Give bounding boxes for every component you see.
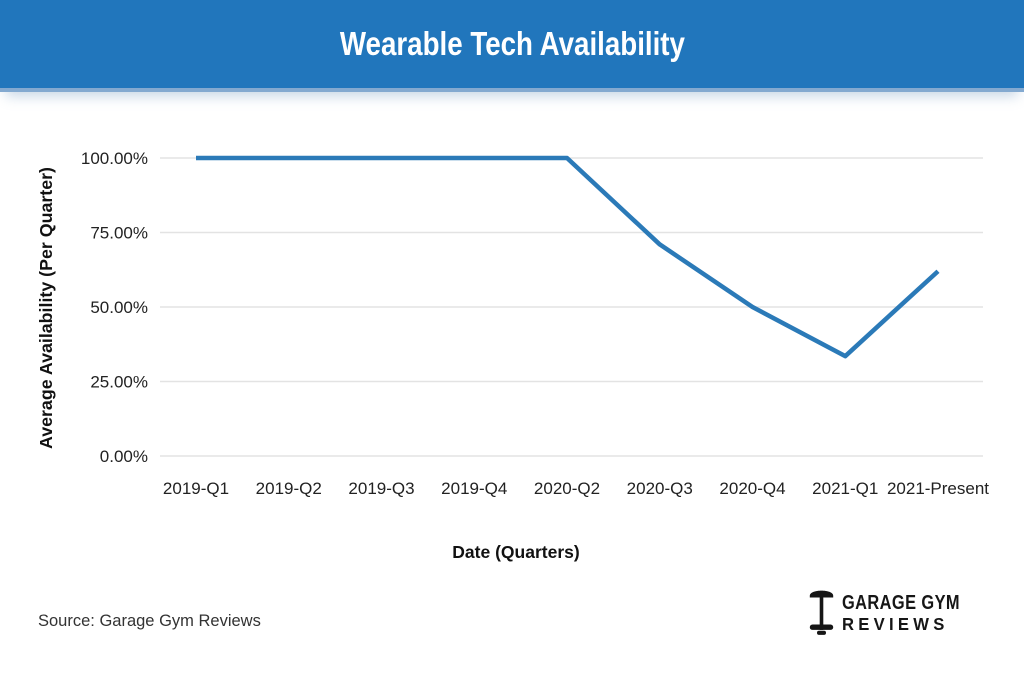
logo-text: GARAGE GYM REVIEWS — [842, 592, 986, 635]
gridlines — [160, 157, 983, 457]
dumbbell-icon — [808, 584, 835, 643]
header-banner: Wearable Tech Availability — [0, 0, 1024, 92]
source-text: Source: Garage Gym Reviews — [38, 612, 261, 630]
y-tick-label: 0.00% — [100, 447, 148, 466]
x-tick-label: 2019-Q3 — [348, 479, 414, 498]
x-axis-tick-labels: 2019-Q1 2019-Q2 2019-Q3 2019-Q4 2020-Q2 2020-… — [163, 479, 989, 498]
x-tick-label: 2020-Q3 — [627, 479, 693, 498]
logo-line-2: REVIEWS — [842, 614, 949, 635]
y-tick-label: 100.00% — [81, 149, 148, 168]
x-tick-label: 2021-Q1 — [812, 479, 878, 498]
x-tick-label: 2019-Q1 — [163, 479, 229, 498]
page-title: Wearable Tech Availability — [339, 25, 685, 62]
x-tick-label: 2019-Q2 — [256, 479, 322, 498]
y-tick-label: 75.00% — [90, 224, 148, 243]
x-tick-label: 2020-Q4 — [719, 479, 785, 498]
x-tick-label: 2019-Q4 — [441, 479, 507, 498]
y-tick-label: 50.00% — [90, 298, 148, 317]
garage-gym-reviews-logo: GARAGE GYM REVIEWS — [808, 584, 986, 643]
logo-line-1: GARAGE GYM — [842, 592, 961, 615]
y-axis-title: Average Availability (Per Quarter) — [36, 167, 56, 449]
y-axis-tick-labels: 100.00% 75.00% 50.00% 25.00% 0.00% — [81, 149, 148, 466]
series-group — [196, 155, 940, 359]
x-tick-label: 2020-Q2 — [534, 479, 600, 498]
y-tick-label: 25.00% — [90, 373, 148, 392]
series-line — [196, 155, 940, 359]
x-axis-title: Date (Quarters) — [452, 542, 579, 562]
x-tick-label: 2021-Present — [887, 479, 989, 498]
